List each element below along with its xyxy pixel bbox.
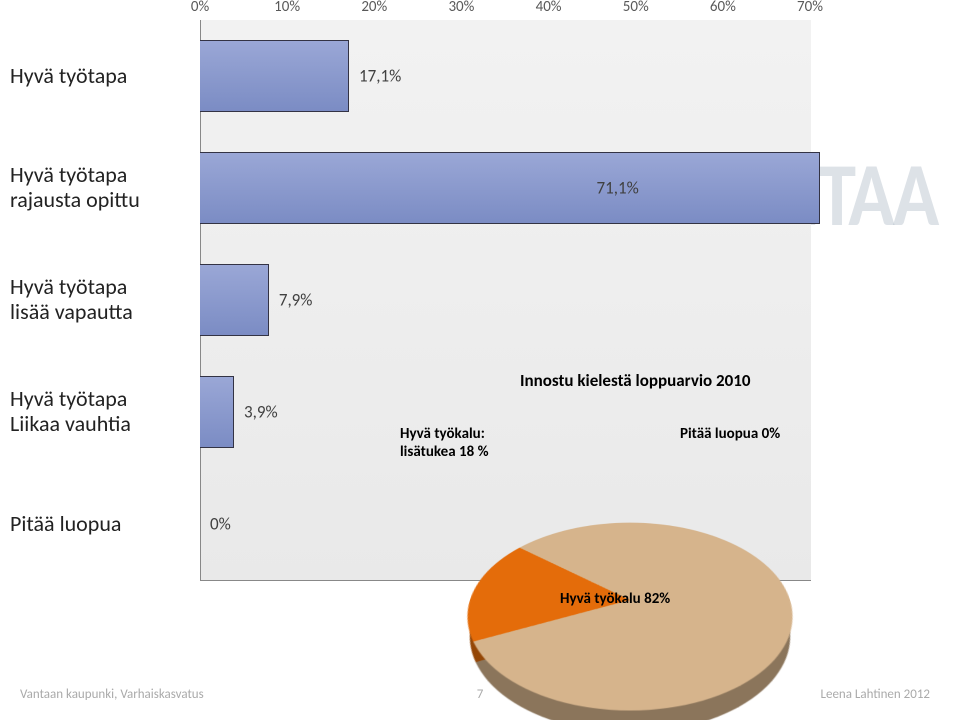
x-tick: 70% <box>797 0 823 16</box>
bar-value-label: 0% <box>210 514 231 535</box>
x-axis-labels: 0%10%20%30%40%50%60%70% <box>200 0 810 18</box>
bar <box>200 376 234 448</box>
category-label: Hyvä työtapa <box>10 63 190 88</box>
category-label: Pitää luopua <box>10 511 190 536</box>
bar <box>200 264 269 336</box>
footer-left: Vantaan kaupunki, Varhaiskasvatus <box>20 687 204 702</box>
bar-value-label: 7,9% <box>279 290 313 311</box>
category-label: Hyvä työtapalisää vapautta <box>10 274 190 325</box>
pie-slice-label: Hyvä työkalu 82% <box>560 590 670 608</box>
page-number: 7 <box>477 687 484 702</box>
x-tick: 20% <box>361 0 387 16</box>
pie-title: Innostu kielestä loppuarvio 2010 <box>520 370 750 391</box>
pie-slice-label: Hyvä työkalu: lisätukea 18 % <box>400 425 489 461</box>
x-tick: 10% <box>274 0 300 16</box>
bar-value-label: 3,9% <box>244 402 278 423</box>
category-label: Hyvä työtapaLiikaa vauhtia <box>10 386 190 437</box>
x-tick: 40% <box>536 0 562 16</box>
x-tick: 60% <box>710 0 736 16</box>
x-tick: 30% <box>448 0 474 16</box>
footer-right: Leena Lahtinen 2012 <box>821 687 930 702</box>
x-tick: 0% <box>191 0 209 16</box>
pie-slice-label: Pitää luopua 0% <box>680 425 780 443</box>
bar-value-label: 71,1% <box>597 178 639 199</box>
category-label: Hyvä työtaparajausta opittu <box>10 162 190 213</box>
bar <box>200 152 820 224</box>
bar <box>200 40 349 112</box>
bar <box>200 488 201 560</box>
x-tick: 50% <box>623 0 649 16</box>
slide: VANTAA 0%10%20%30%40%50%60%70% Hyvä työt… <box>0 0 960 720</box>
bar-value-label: 17,1% <box>359 66 401 87</box>
